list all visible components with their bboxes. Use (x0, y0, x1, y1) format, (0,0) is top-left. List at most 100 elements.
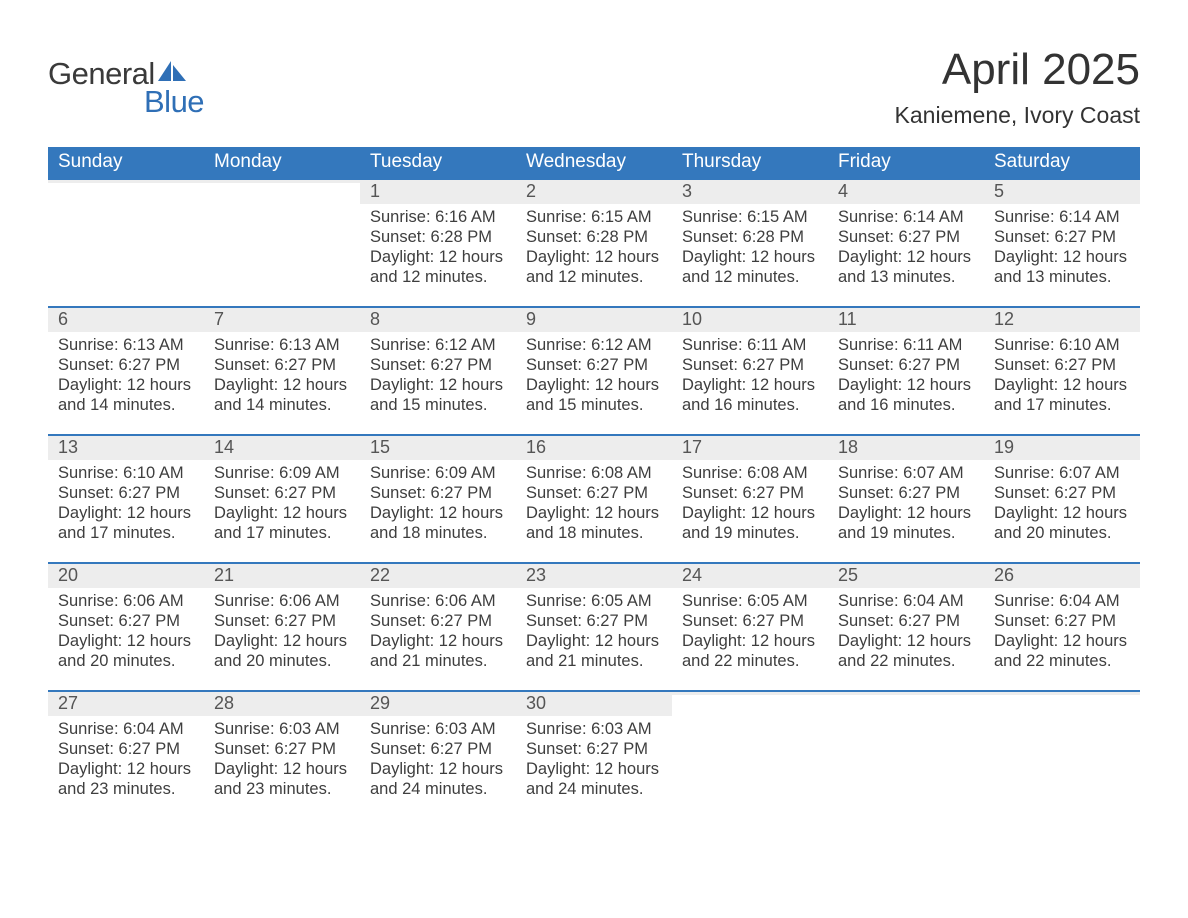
day-number: 25 (828, 564, 984, 588)
day-content: Sunrise: 6:03 AMSunset: 6:27 PMDaylight:… (360, 716, 516, 800)
day-number: 18 (828, 436, 984, 460)
calendar-cell: 2Sunrise: 6:15 AMSunset: 6:28 PMDaylight… (516, 178, 672, 306)
daynum-row: 19 (984, 434, 1140, 460)
daynum-row: 4 (828, 178, 984, 204)
sunrise-line: Sunrise: 6:13 AM (58, 335, 194, 355)
day-number: 12 (984, 308, 1140, 332)
page-root: General Blue April 2025 Kaniemene, Ivory… (0, 0, 1188, 818)
calendar-cell: 16Sunrise: 6:08 AMSunset: 6:27 PMDayligh… (516, 434, 672, 562)
calendar-cell: 3Sunrise: 6:15 AMSunset: 6:28 PMDaylight… (672, 178, 828, 306)
day-content: Sunrise: 6:09 AMSunset: 6:27 PMDaylight:… (204, 460, 360, 544)
day-number: 14 (204, 436, 360, 460)
daylight-line: Daylight: 12 hours and 20 minutes. (994, 503, 1130, 543)
daynum-row: 23 (516, 562, 672, 588)
day-content: Sunrise: 6:04 AMSunset: 6:27 PMDaylight:… (828, 588, 984, 672)
col-sunday: Sunday (48, 147, 204, 178)
sunset-line: Sunset: 6:27 PM (994, 483, 1130, 503)
day-content: Sunrise: 6:11 AMSunset: 6:27 PMDaylight:… (828, 332, 984, 416)
brand-word-blue: Blue (144, 84, 204, 120)
day-number: 11 (828, 308, 984, 332)
daylight-line: Daylight: 12 hours and 22 minutes. (682, 631, 818, 671)
day-content: Sunrise: 6:12 AMSunset: 6:27 PMDaylight:… (516, 332, 672, 416)
daylight-line: Daylight: 12 hours and 21 minutes. (526, 631, 662, 671)
col-thursday: Thursday (672, 147, 828, 178)
day-content: Sunrise: 6:10 AMSunset: 6:27 PMDaylight:… (48, 460, 204, 544)
calendar-week: 20Sunrise: 6:06 AMSunset: 6:27 PMDayligh… (48, 562, 1140, 690)
daynum-row: 10 (672, 306, 828, 332)
calendar-header: Sunday Monday Tuesday Wednesday Thursday… (48, 147, 1140, 178)
sunset-line: Sunset: 6:27 PM (58, 355, 194, 375)
daynum-row: 13 (48, 434, 204, 460)
calendar-cell (828, 690, 984, 818)
sunset-line: Sunset: 6:27 PM (838, 611, 974, 631)
sunset-line: Sunset: 6:27 PM (58, 611, 194, 631)
month-title: April 2025 (895, 48, 1140, 92)
sunrise-line: Sunrise: 6:07 AM (838, 463, 974, 483)
sunset-line: Sunset: 6:27 PM (526, 483, 662, 503)
calendar-cell: 19Sunrise: 6:07 AMSunset: 6:27 PMDayligh… (984, 434, 1140, 562)
sunset-line: Sunset: 6:28 PM (526, 227, 662, 247)
sunrise-line: Sunrise: 6:10 AM (58, 463, 194, 483)
day-number: 23 (516, 564, 672, 588)
sunrise-line: Sunrise: 6:05 AM (682, 591, 818, 611)
daylight-line: Daylight: 12 hours and 24 minutes. (370, 759, 506, 799)
sunrise-line: Sunrise: 6:05 AM (526, 591, 662, 611)
sunset-line: Sunset: 6:27 PM (682, 483, 818, 503)
title-block: April 2025 Kaniemene, Ivory Coast (895, 48, 1140, 129)
daynum-row: 14 (204, 434, 360, 460)
sunrise-line: Sunrise: 6:03 AM (526, 719, 662, 739)
daylight-line: Daylight: 12 hours and 24 minutes. (526, 759, 662, 799)
calendar-week: 6Sunrise: 6:13 AMSunset: 6:27 PMDaylight… (48, 306, 1140, 434)
calendar-cell: 29Sunrise: 6:03 AMSunset: 6:27 PMDayligh… (360, 690, 516, 818)
sunset-line: Sunset: 6:28 PM (370, 227, 506, 247)
day-number: 2 (516, 180, 672, 204)
daynum-row: 27 (48, 690, 204, 716)
daylight-line: Daylight: 12 hours and 17 minutes. (214, 503, 350, 543)
day-number: 30 (516, 692, 672, 716)
sunrise-line: Sunrise: 6:04 AM (994, 591, 1130, 611)
sunrise-line: Sunrise: 6:06 AM (214, 591, 350, 611)
sunrise-line: Sunrise: 6:09 AM (214, 463, 350, 483)
sunrise-line: Sunrise: 6:12 AM (526, 335, 662, 355)
day-content: Sunrise: 6:08 AMSunset: 6:27 PMDaylight:… (516, 460, 672, 544)
daynum-row: 24 (672, 562, 828, 588)
daynum-row (984, 690, 1140, 695)
calendar-cell: 17Sunrise: 6:08 AMSunset: 6:27 PMDayligh… (672, 434, 828, 562)
sunrise-line: Sunrise: 6:16 AM (370, 207, 506, 227)
calendar-cell: 11Sunrise: 6:11 AMSunset: 6:27 PMDayligh… (828, 306, 984, 434)
calendar-week: 13Sunrise: 6:10 AMSunset: 6:27 PMDayligh… (48, 434, 1140, 562)
day-content: Sunrise: 6:13 AMSunset: 6:27 PMDaylight:… (204, 332, 360, 416)
daylight-line: Daylight: 12 hours and 21 minutes. (370, 631, 506, 671)
day-number: 7 (204, 308, 360, 332)
sunset-line: Sunset: 6:27 PM (58, 483, 194, 503)
day-content: Sunrise: 6:03 AMSunset: 6:27 PMDaylight:… (204, 716, 360, 800)
daylight-line: Daylight: 12 hours and 12 minutes. (526, 247, 662, 287)
daylight-line: Daylight: 12 hours and 19 minutes. (838, 503, 974, 543)
calendar-cell: 22Sunrise: 6:06 AMSunset: 6:27 PMDayligh… (360, 562, 516, 690)
sunrise-line: Sunrise: 6:03 AM (214, 719, 350, 739)
daynum-row: 2 (516, 178, 672, 204)
day-number: 1 (360, 180, 516, 204)
day-number: 3 (672, 180, 828, 204)
col-monday: Monday (204, 147, 360, 178)
sunrise-line: Sunrise: 6:10 AM (994, 335, 1130, 355)
daynum-row: 25 (828, 562, 984, 588)
calendar-cell: 8Sunrise: 6:12 AMSunset: 6:27 PMDaylight… (360, 306, 516, 434)
calendar-cell: 24Sunrise: 6:05 AMSunset: 6:27 PMDayligh… (672, 562, 828, 690)
daynum-row: 17 (672, 434, 828, 460)
day-content: Sunrise: 6:10 AMSunset: 6:27 PMDaylight:… (984, 332, 1140, 416)
calendar-cell (48, 178, 204, 306)
day-content: Sunrise: 6:04 AMSunset: 6:27 PMDaylight:… (48, 716, 204, 800)
day-content: Sunrise: 6:03 AMSunset: 6:27 PMDaylight:… (516, 716, 672, 800)
day-number: 22 (360, 564, 516, 588)
sunset-line: Sunset: 6:27 PM (214, 611, 350, 631)
sunset-line: Sunset: 6:27 PM (994, 355, 1130, 375)
calendar-cell: 9Sunrise: 6:12 AMSunset: 6:27 PMDaylight… (516, 306, 672, 434)
day-number: 28 (204, 692, 360, 716)
day-number: 5 (984, 180, 1140, 204)
day-content: Sunrise: 6:13 AMSunset: 6:27 PMDaylight:… (48, 332, 204, 416)
sunset-line: Sunset: 6:27 PM (838, 227, 974, 247)
day-content: Sunrise: 6:14 AMSunset: 6:27 PMDaylight:… (828, 204, 984, 288)
day-content: Sunrise: 6:07 AMSunset: 6:27 PMDaylight:… (984, 460, 1140, 544)
sunrise-line: Sunrise: 6:04 AM (58, 719, 194, 739)
